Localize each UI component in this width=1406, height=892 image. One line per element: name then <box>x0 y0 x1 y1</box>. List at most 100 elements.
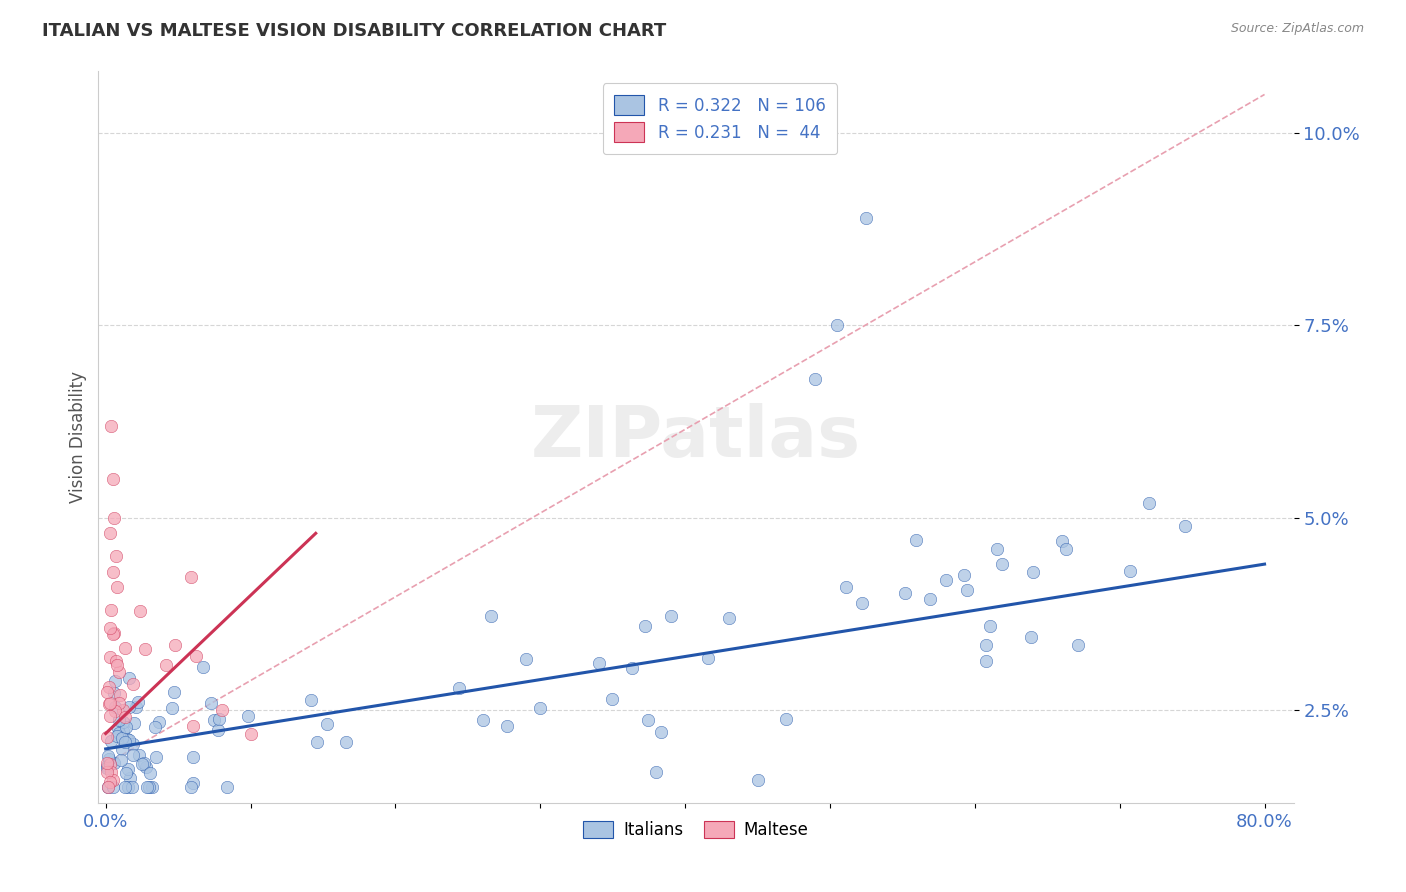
Point <box>107 721 129 735</box>
Point <box>105 658 128 673</box>
Point <box>101 565 124 579</box>
Point <box>108 713 131 727</box>
Point <box>98 757 121 772</box>
Point <box>165 638 187 652</box>
Point <box>1137 495 1160 509</box>
Point <box>447 681 470 695</box>
Point <box>107 665 129 679</box>
Point <box>100 418 122 433</box>
Point <box>621 661 644 675</box>
Point <box>479 608 502 623</box>
Point <box>191 660 214 674</box>
Point <box>207 723 229 738</box>
Point <box>108 696 131 710</box>
Point <box>98 621 121 635</box>
Point <box>117 762 139 776</box>
Point <box>101 627 124 641</box>
Point <box>100 734 122 748</box>
Point <box>124 715 146 730</box>
Point <box>98 709 121 723</box>
Point <box>1054 541 1077 556</box>
Point <box>117 671 139 685</box>
Point <box>104 549 127 564</box>
Point <box>134 642 156 657</box>
Point <box>108 726 131 740</box>
Point <box>1067 638 1090 652</box>
Point <box>114 720 136 734</box>
Point <box>202 713 225 727</box>
Point <box>991 558 1014 572</box>
Point <box>239 726 262 740</box>
Point <box>134 756 156 770</box>
Point <box>100 603 122 617</box>
Point <box>112 724 135 739</box>
Point <box>98 774 121 789</box>
Point <box>804 372 827 386</box>
Point <box>747 772 769 787</box>
Point <box>100 764 122 779</box>
Point <box>1021 630 1043 644</box>
Point <box>905 533 928 548</box>
Point <box>114 780 136 795</box>
Point <box>299 693 322 707</box>
Point <box>112 703 135 717</box>
Point <box>1119 564 1142 578</box>
Y-axis label: Vision Disability: Vision Disability <box>69 371 87 503</box>
Point <box>155 658 177 673</box>
Point <box>496 719 519 733</box>
Point <box>180 569 202 583</box>
Point <box>1022 565 1045 579</box>
Point <box>105 729 128 743</box>
Point <box>775 712 797 726</box>
Point <box>148 714 170 729</box>
Point <box>717 611 740 625</box>
Point <box>935 573 957 587</box>
Point <box>659 609 682 624</box>
Point <box>138 780 160 795</box>
Legend: Italians, Maltese: Italians, Maltese <box>576 814 815 846</box>
Point <box>650 724 672 739</box>
Point <box>97 681 120 695</box>
Point <box>96 762 118 776</box>
Point <box>104 674 127 689</box>
Point <box>979 619 1001 633</box>
Point <box>114 766 136 780</box>
Point <box>118 700 141 714</box>
Point <box>953 568 976 582</box>
Point <box>127 695 149 709</box>
Point <box>104 699 127 714</box>
Point <box>139 766 162 780</box>
Point <box>96 759 118 773</box>
Point <box>97 749 120 764</box>
Point <box>117 780 139 794</box>
Point <box>108 688 131 702</box>
Point <box>103 756 125 770</box>
Point <box>118 733 141 747</box>
Point <box>103 626 125 640</box>
Point <box>96 685 118 699</box>
Point <box>105 580 128 594</box>
Point <box>96 756 118 770</box>
Point <box>974 654 997 668</box>
Point <box>104 704 127 718</box>
Point <box>986 541 1008 556</box>
Point <box>588 656 610 670</box>
Point <box>131 756 153 771</box>
Point <box>305 735 328 749</box>
Text: ZIPatlas: ZIPatlas <box>531 402 860 472</box>
Point <box>98 752 121 766</box>
Point <box>238 708 260 723</box>
Point <box>825 318 848 333</box>
Point <box>184 648 207 663</box>
Point <box>114 735 136 749</box>
Point <box>98 697 121 711</box>
Point <box>1050 534 1073 549</box>
Point <box>125 699 148 714</box>
Point <box>136 780 159 795</box>
Point <box>98 526 121 541</box>
Point <box>160 701 183 715</box>
Point <box>956 582 979 597</box>
Point <box>200 696 222 710</box>
Text: ITALIAN VS MALTESE VISION DISABILITY CORRELATION CHART: ITALIAN VS MALTESE VISION DISABILITY COR… <box>42 22 666 40</box>
Point <box>103 685 125 699</box>
